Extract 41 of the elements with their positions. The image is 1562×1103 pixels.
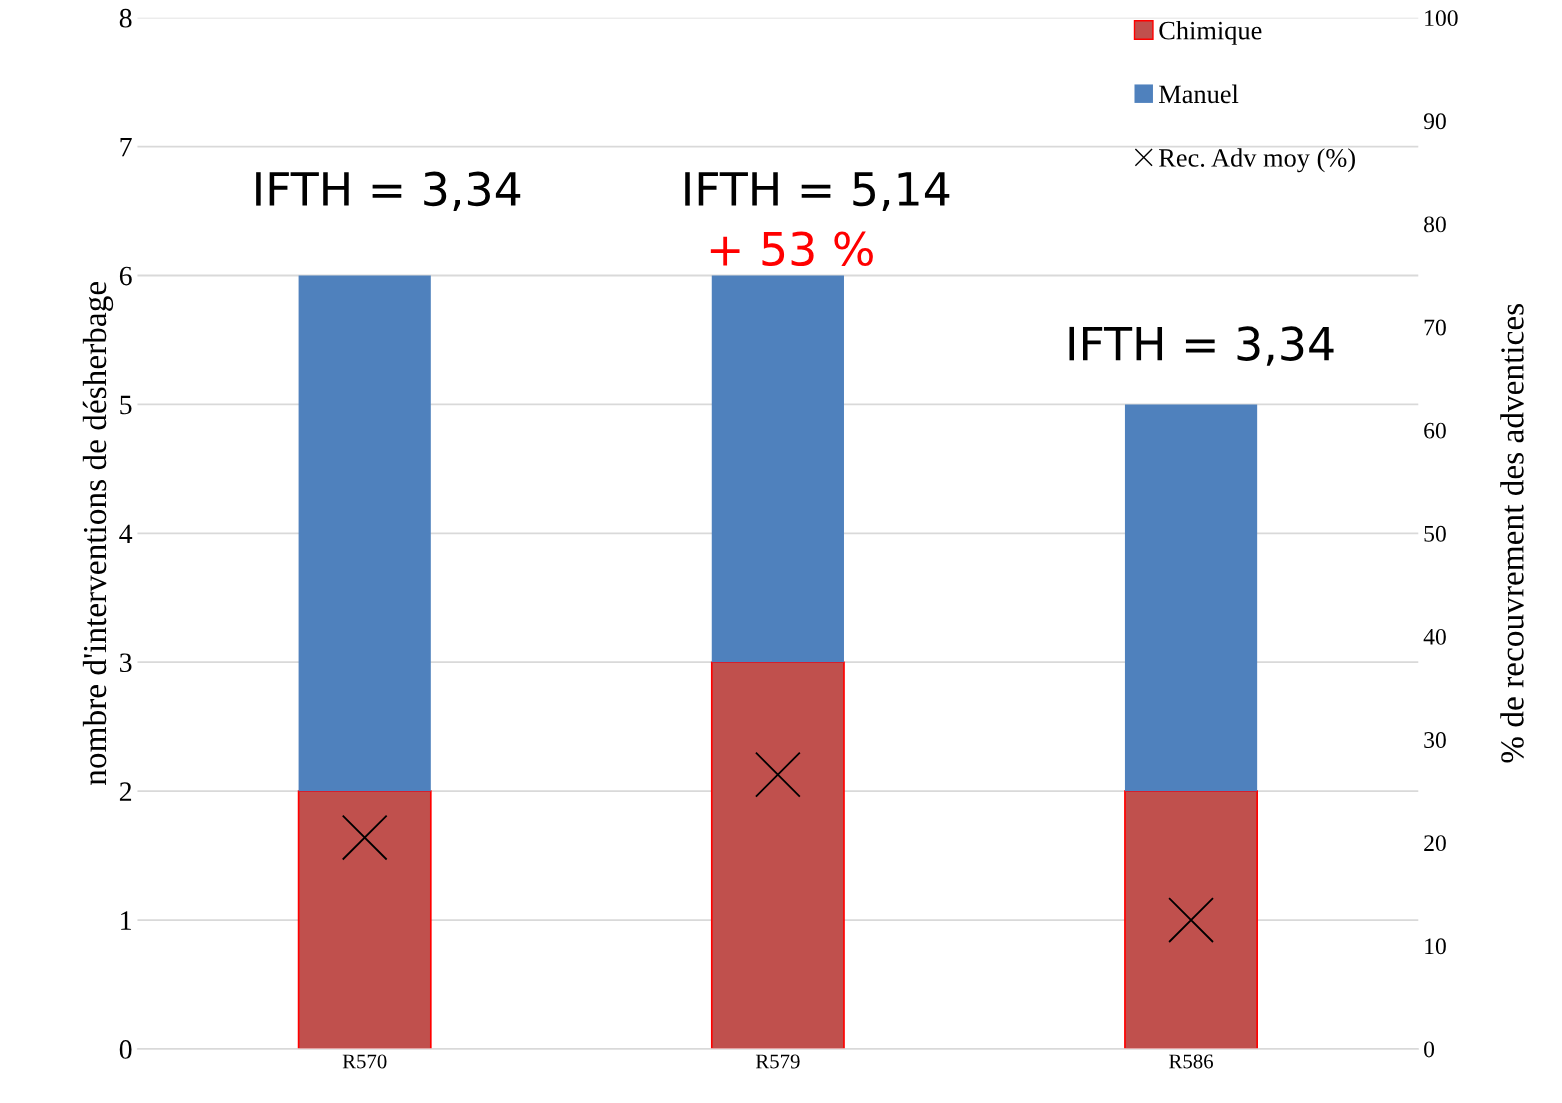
- y-tick-label: 3: [120, 653, 132, 673]
- y-tick-label: 8: [119, 8, 132, 28]
- bar: [297, 790, 432, 1049]
- y2-tick-label: 0: [1424, 1041, 1435, 1058]
- y2-tick-label: 30: [1424, 732, 1446, 748]
- y2-tick-label: 90: [1423, 113, 1446, 130]
- x-tick-label: R586: [1169, 1054, 1213, 1069]
- y2-tick-label: 80: [1424, 216, 1446, 233]
- y2-tick-label: 70: [1424, 319, 1446, 336]
- y2-tick-label: 10: [1425, 938, 1446, 955]
- x-tick-label: R570: [342, 1054, 387, 1069]
- bar: [1124, 790, 1258, 1049]
- annotation: + 53 %: [710, 231, 873, 267]
- point: [755, 751, 801, 798]
- legend-label: Manuel: [1159, 84, 1239, 104]
- bar: [298, 275, 431, 792]
- bar: [1124, 404, 1258, 792]
- y-tick-label: 5: [120, 395, 132, 415]
- annotation: IFTH = 3,34: [256, 171, 521, 211]
- y-axis-title: nombre d'interventions de désherbage: [82, 282, 114, 785]
- annotation: IFTH = 5,14: [685, 172, 950, 211]
- y2-tick-label: 50: [1424, 525, 1446, 542]
- point: [341, 814, 388, 861]
- y2-tick-label: 60: [1424, 422, 1446, 439]
- y2-tick-label: 40: [1423, 628, 1446, 645]
- y-tick-label: 6: [119, 266, 132, 286]
- y-tick-label: 4: [119, 524, 133, 543]
- annotation: IFTH = 3,34: [1069, 326, 1334, 366]
- point: [1168, 897, 1214, 943]
- bar: [710, 661, 845, 1049]
- y2-tick-label: 20: [1424, 835, 1446, 852]
- y2-axis-title: % de recouvrement des adventices: [1500, 304, 1524, 763]
- y2-tick-label: 100: [1425, 10, 1458, 27]
- legend-label: Rec. Adv moy (%): [1159, 148, 1355, 173]
- y-tick-label: 2: [119, 782, 132, 801]
- y-tick-label: 7: [120, 138, 132, 157]
- y-tick-label: 0: [119, 1040, 132, 1059]
- bar: [711, 275, 844, 663]
- legend-label: Chimique: [1159, 20, 1262, 45]
- x-tick-label: R579: [755, 1054, 800, 1069]
- y-tick-label: 1: [121, 911, 131, 930]
